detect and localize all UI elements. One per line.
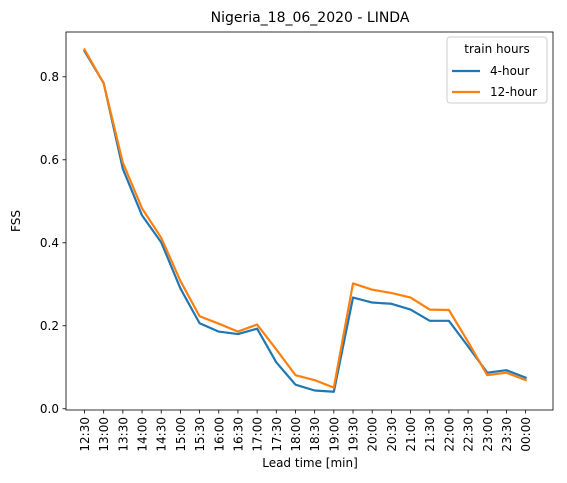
x-tick-label: 14:00 — [136, 417, 150, 452]
y-tick-label: 0.4 — [40, 236, 59, 250]
y-tick-label: 0.2 — [40, 319, 59, 333]
x-tick-label: 23:00 — [481, 417, 495, 452]
legend-label-2: 12-hour — [490, 85, 537, 99]
x-tick-label: 17:00 — [251, 417, 265, 452]
x-tick-label: 20:30 — [385, 417, 399, 452]
chart-title: Nigeria_18_06_2020 - LINDA — [211, 10, 410, 26]
x-tick-label: 13:30 — [116, 417, 130, 452]
x-tick-label: 21:00 — [404, 417, 418, 452]
x-tick-label: 22:30 — [462, 417, 476, 452]
x-tick-label: 15:00 — [174, 417, 188, 452]
x-tick-label: 21:30 — [423, 417, 437, 452]
x-tick-label: 13:00 — [97, 417, 111, 452]
x-tick-label: 18:30 — [308, 417, 322, 452]
x-tick-label: 16:00 — [212, 417, 226, 452]
x-tick-label: 18:00 — [289, 417, 303, 452]
y-tick-label: 0.6 — [40, 153, 59, 167]
legend-title: train hours — [464, 42, 529, 56]
x-tick-label: 12:30 — [78, 417, 92, 452]
x-tick-label: 22:00 — [442, 417, 456, 452]
x-tick-label: 17:30 — [270, 417, 284, 452]
x-tick-label: 00:00 — [519, 417, 533, 452]
x-tick-label: 23:30 — [500, 417, 514, 452]
x-tick-label: 19:00 — [327, 417, 341, 452]
y-axis-label: FSS — [9, 210, 23, 232]
legend: train hours 4-hour 12-hour — [447, 37, 547, 103]
x-tick-label: 15:30 — [193, 417, 207, 452]
x-axis-label: Lead time [min] — [262, 456, 358, 470]
x-tick-label: 16:30 — [231, 417, 245, 452]
x-tick-label: 14:30 — [155, 417, 169, 452]
legend-label-1: 4-hour — [490, 64, 530, 78]
x-tick-label: 20:00 — [366, 417, 380, 452]
y-tick-label: 0.8 — [40, 70, 59, 84]
y-tick-label: 0.0 — [40, 402, 59, 416]
x-tick-label: 19:30 — [347, 417, 361, 452]
